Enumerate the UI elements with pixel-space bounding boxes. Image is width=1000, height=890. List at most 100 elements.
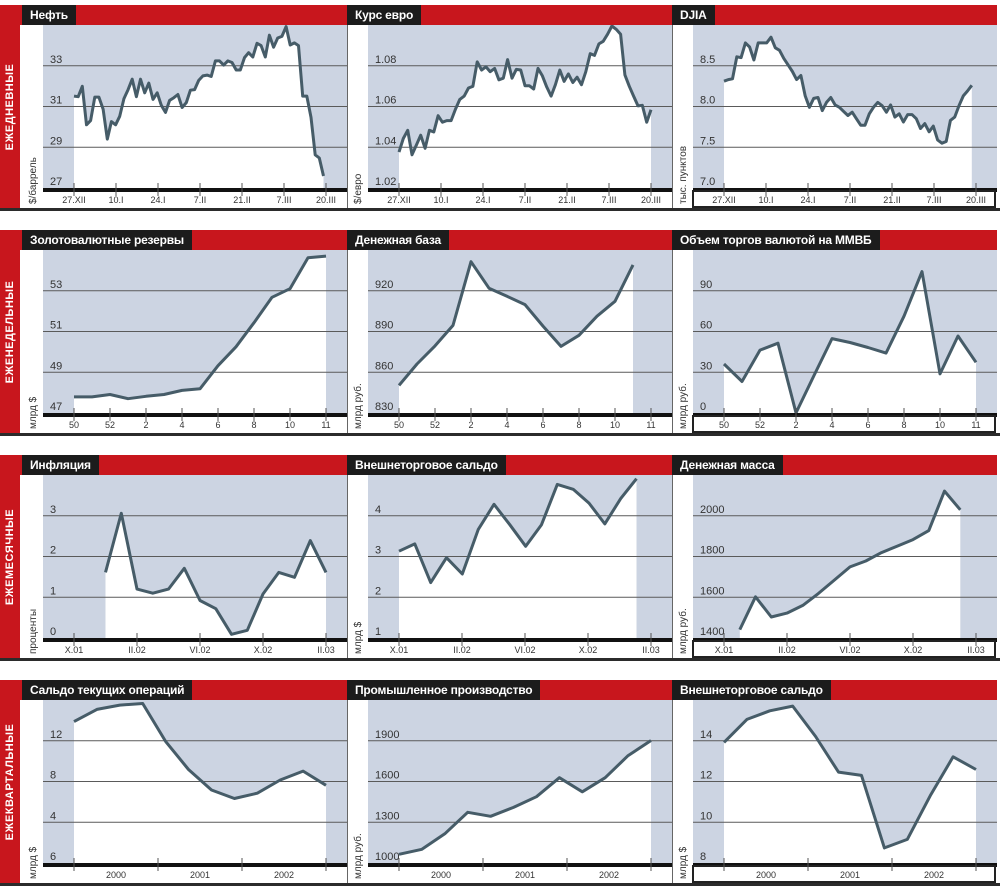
x-tick-label: 21.II <box>233 195 251 205</box>
chart-panel: 53 51 49 47 50 52 2 4 6 8 10 11 млрд $ Золотовалютные… <box>22 230 347 433</box>
data-line <box>397 260 635 387</box>
chart-panel: 1.08 1.06 1.04 1.02 27.XII 10.I 24.I 7.II 21.II 7… <box>347 5 672 208</box>
x-tick-label: II.02 <box>778 645 796 655</box>
x-tick-label: 27.XII <box>712 195 736 205</box>
unit-label: тыс. пунктов <box>678 146 689 204</box>
panel-divider <box>347 250 348 433</box>
chart-title: Промышленное производство <box>347 680 541 700</box>
area-fill <box>399 478 637 638</box>
y-tick-label: 6 <box>50 851 56 863</box>
chart-title: Инфляция <box>22 455 99 475</box>
panel-divider <box>347 475 348 658</box>
x-tick-label: 6 <box>865 420 870 430</box>
unit-label: $/баррель <box>27 157 39 204</box>
section-divider <box>0 208 1000 211</box>
x-tick-label: 27.XII <box>62 195 86 205</box>
y-tick-label: 1300 <box>375 810 399 822</box>
line-chart: 2000 1800 1600 1400 X.01 II.02 VI.02 X.02 II.03 м… <box>672 475 997 658</box>
chart-title-bar: Золотовалютные резервы <box>22 230 347 250</box>
y-tick-label: 7.0 <box>700 176 715 188</box>
axis-label-frame <box>692 190 996 208</box>
x-tick-label: 52 <box>430 420 440 430</box>
x-tick-label: 8 <box>251 420 256 430</box>
y-tick-label: 27 <box>50 176 62 188</box>
x-tick-label: 6 <box>215 420 220 430</box>
panel-divider <box>672 700 673 883</box>
y-tick-label: 860 <box>375 360 393 372</box>
title-bar-strip <box>0 680 22 700</box>
line-chart: 4 3 2 1 X.01 II.02 VI.02 X.02 II.03 млрд $ <box>347 475 672 658</box>
x-tick-label: 24.I <box>800 195 815 205</box>
y-tick-label: 0 <box>50 626 56 638</box>
x-tick-label: 11 <box>646 420 655 430</box>
y-tick-label: 10 <box>700 810 712 822</box>
unit-label: млрд $ <box>28 846 39 879</box>
x-tick-label: II.03 <box>317 645 335 655</box>
x-tick-label: 24.I <box>475 195 490 205</box>
y-tick-label: 8.0 <box>700 95 715 107</box>
chart-panel: 33 31 29 27 27.XII 10.I 24.I 7.II 21.II 7.III 20.I… <box>22 5 347 208</box>
y-tick-label: 1000 <box>375 851 399 863</box>
unit-label: млрд руб. <box>352 383 364 429</box>
x-tick-label: 7.III <box>601 195 616 205</box>
area-fill <box>724 271 976 413</box>
unit-column <box>347 250 368 433</box>
section-label: ЕЖЕНЕДЕЛЬНЫЕ <box>0 230 20 433</box>
x-tick-label: II.03 <box>642 645 660 655</box>
y-tick-label: 1600 <box>700 585 724 597</box>
unit-label: млрд $ <box>28 396 39 429</box>
x-tick-label: II.02 <box>453 645 471 655</box>
x-tick-label: 10 <box>935 420 945 430</box>
y-tick-label: 60 <box>700 320 712 332</box>
unit-column <box>347 475 368 658</box>
x-tick-label: VI.02 <box>514 645 535 655</box>
x-tick-label: 7.III <box>276 195 291 205</box>
chart-panel: 4 3 2 1 X.01 II.02 VI.02 X.02 II.03 млрд $ Внешнет… <box>347 455 672 658</box>
x-tick-label: 11 <box>971 420 980 430</box>
x-tick-label: X.02 <box>254 645 273 655</box>
x-axis-bar <box>368 863 672 867</box>
area-fill <box>399 740 651 863</box>
line-chart: 1900 1600 1300 1000 2000 2001 2002 млрд руб. <box>347 700 672 883</box>
y-tick-label: 2 <box>50 545 56 557</box>
section-divider <box>0 658 1000 661</box>
x-tick-label: 7.II <box>844 195 857 205</box>
x-tick-label: 7.II <box>194 195 207 205</box>
x-tick-label: X.01 <box>715 645 734 655</box>
x-tick-label: 4 <box>829 420 834 430</box>
y-tick-label: 1 <box>50 585 56 597</box>
chart-title: Сальдо текущих операций <box>22 680 193 700</box>
y-tick-label: 8 <box>50 770 56 782</box>
chart-title: Курс евро <box>347 5 422 25</box>
axis-label-frame <box>692 865 996 883</box>
chart-title-bar: Денежная масса <box>672 455 997 475</box>
chart-panel: 2000 1800 1600 1400 X.01 II.02 VI.02 X.02 II.03 м… <box>672 455 997 658</box>
unit-label: млрд $ <box>678 846 689 879</box>
x-tick-label: X.01 <box>65 645 84 655</box>
chart-title: Внешнеторговое сальдо <box>672 680 831 700</box>
area-fill <box>105 513 326 638</box>
x-tick-label: 8 <box>576 420 581 430</box>
section-label: ЕЖЕМЕСЯЧНЫЕ <box>0 455 20 658</box>
unit-column <box>672 250 693 433</box>
data-line <box>73 702 327 800</box>
area-fill <box>739 491 961 638</box>
y-tick-label: 12 <box>700 770 712 782</box>
y-tick-label: 8 <box>700 851 706 863</box>
area-fill <box>74 703 326 863</box>
chart-title-bar: DJIA <box>672 5 997 25</box>
chart-title-bar: Сальдо текущих операций <box>22 680 347 700</box>
y-tick-label: 47 <box>50 401 62 413</box>
x-tick-label: 50 <box>394 420 404 430</box>
x-axis-bar <box>43 638 347 642</box>
chart-title: Золотовалютные резервы <box>22 230 192 250</box>
x-tick-label: 27.XII <box>387 195 411 205</box>
chart-title-bar: Курс евро <box>347 5 672 25</box>
x-tick-label: 52 <box>105 420 115 430</box>
x-tick-label: 24.I <box>150 195 165 205</box>
axis-label-frame <box>692 640 996 658</box>
y-tick-label: 12 <box>50 729 62 741</box>
chart-panel: 3 2 1 0 X.01 II.02 VI.02 X.02 II.03 проценты Инфля… <box>22 455 347 658</box>
x-tick-label: 20.III <box>316 195 336 205</box>
